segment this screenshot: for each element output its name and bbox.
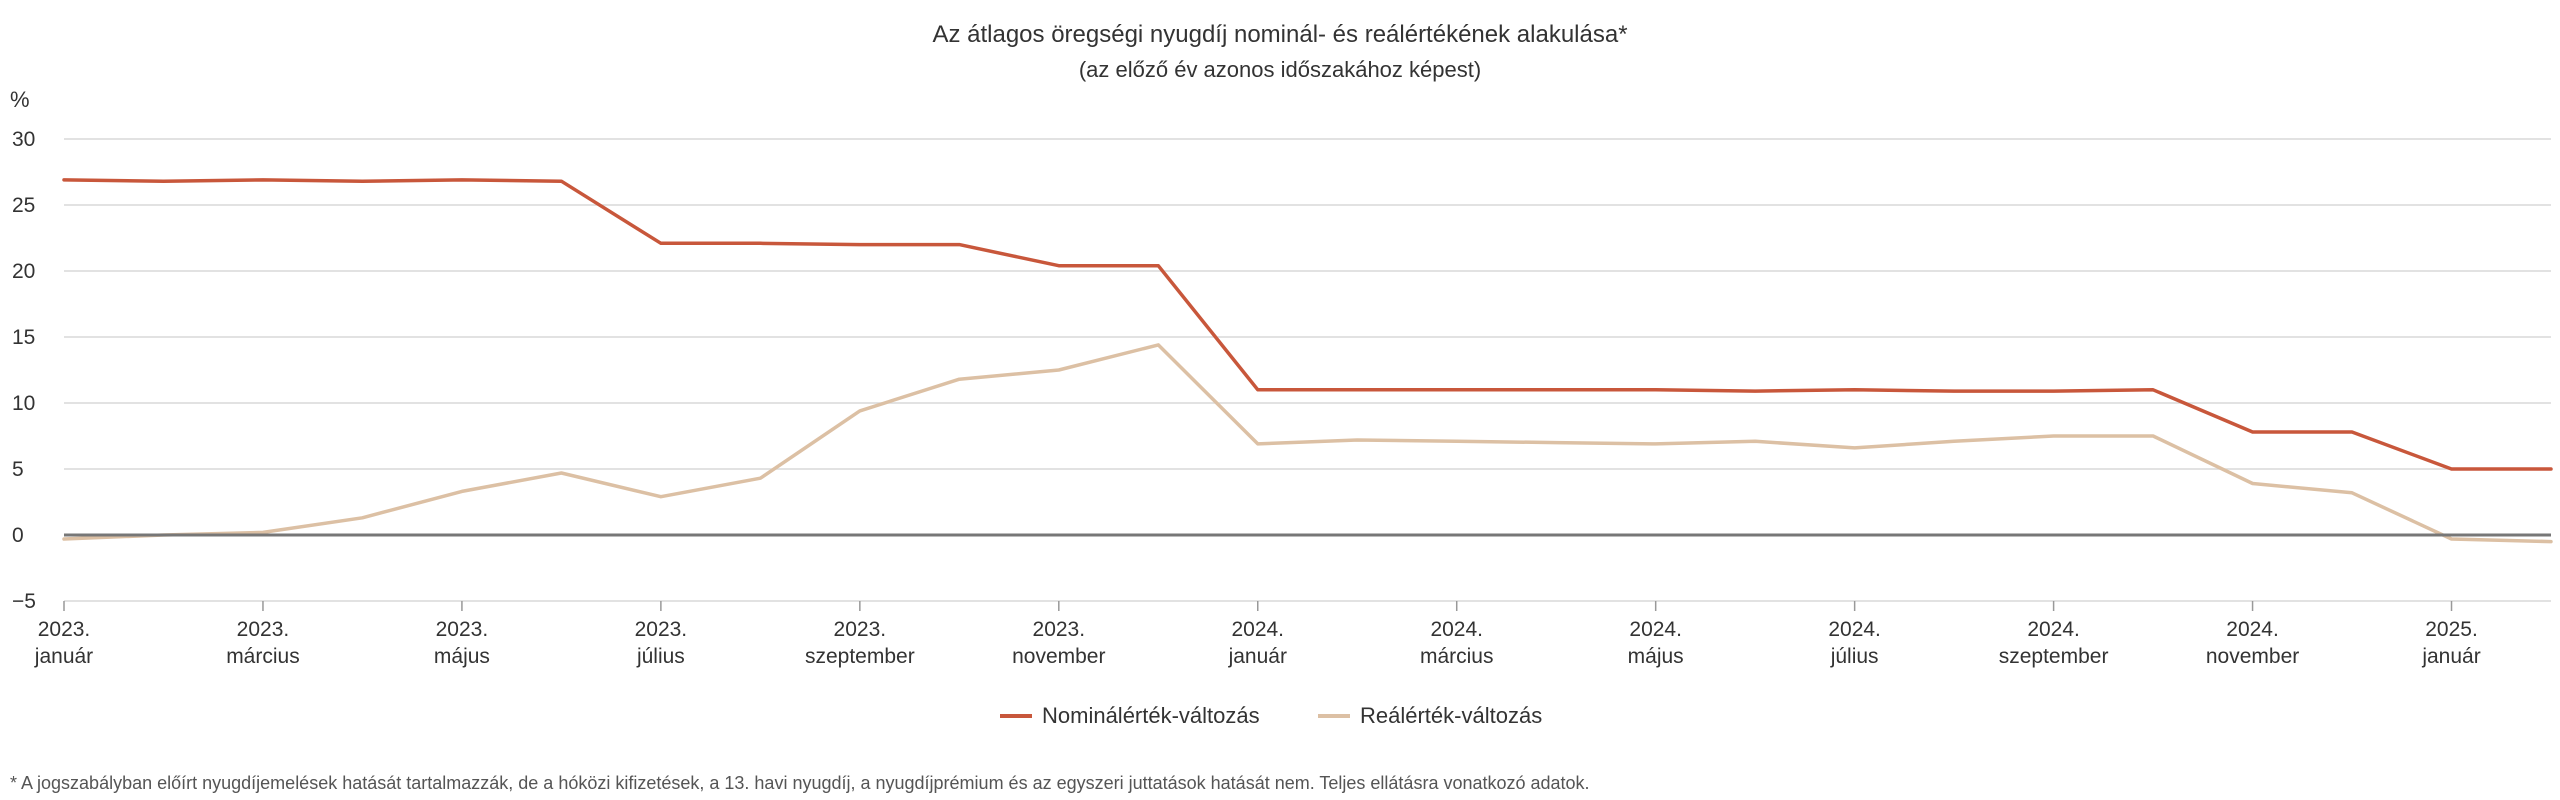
legend: Nominálérték-változás Reálérték-változás	[1000, 703, 1542, 728]
x-tick-month: március	[1420, 645, 1494, 668]
x-tick-label: 2025. január	[2421, 618, 2480, 668]
footnote: * A jogszabályban előírt nyugdíjemelések…	[10, 773, 1590, 793]
x-tick-label: 2024. szeptember	[1999, 618, 2109, 668]
x-tick-label: 2023. május	[434, 618, 490, 668]
x-tick-year: 2024.	[1828, 618, 1881, 641]
y-tick-label: 10	[12, 392, 35, 415]
x-tick-month: március	[226, 645, 300, 668]
y-tick-label: 30	[12, 128, 35, 151]
x-tick-year: 2023.	[436, 618, 489, 641]
x-tick-year: 2023.	[635, 618, 688, 641]
x-tick-label: 2023. március	[226, 618, 300, 668]
x-tick-month: november	[2206, 645, 2299, 668]
y-tick-label: 5	[12, 458, 24, 481]
y-tick-label: −5	[12, 590, 36, 613]
x-tick-label: 2023. szeptember	[805, 618, 915, 668]
x-tick-month: november	[1012, 645, 1105, 668]
x-tick-month: január	[34, 645, 93, 668]
gridlines	[64, 138, 2551, 602]
series-lines	[62, 178, 2553, 544]
x-tick-label: 2024. november	[2206, 618, 2299, 668]
legend-label: Nominálérték-változás	[1042, 703, 1260, 728]
y-tick-label: 0	[12, 524, 24, 547]
x-tick-year: 2023.	[1033, 618, 1086, 641]
x-tick-year: 2023.	[38, 618, 91, 641]
x-tick-year: 2023.	[237, 618, 290, 641]
x-tick-month: július	[636, 645, 685, 668]
series-line-nominal	[62, 178, 2553, 471]
x-axis-ticks: 2023. január 2023. március 2023. május 2023. jú…	[34, 601, 2481, 668]
x-tick-year: 2024.	[1231, 618, 1284, 641]
x-tick-month: január	[2421, 645, 2480, 668]
x-tick-label: 2024. március	[1420, 618, 1494, 668]
chart-subtitle: (az előző év azonos időszakához képest)	[1079, 57, 1481, 82]
x-tick-month: szeptember	[1999, 645, 2109, 668]
chart-title: Az átlagos öregségi nyugdíj nominál- és …	[932, 21, 1627, 48]
x-tick-label: 2023. november	[1012, 618, 1105, 668]
x-tick-month: szeptember	[805, 645, 915, 668]
y-tick-label: 20	[12, 260, 35, 283]
x-tick-label: 2023. január	[34, 618, 93, 668]
x-tick-year: 2024.	[2027, 618, 2080, 641]
y-tick-label: 25	[12, 194, 35, 217]
x-tick-label: 2024. július	[1828, 618, 1881, 668]
x-tick-year: 2025.	[2425, 618, 2478, 641]
x-tick-label: 2024. május	[1628, 618, 1684, 668]
x-tick-month: július	[1830, 645, 1879, 668]
x-tick-label: 2024. január	[1228, 618, 1287, 668]
x-tick-year: 2024.	[1629, 618, 1682, 641]
y-axis-ticks: 30 25 20 15 10 5 0 −5	[12, 128, 36, 613]
x-tick-label: 2023. július	[635, 618, 688, 668]
x-tick-month: január	[1228, 645, 1287, 668]
legend-label: Reálérték-változás	[1360, 703, 1542, 728]
x-tick-month: május	[1628, 645, 1684, 668]
x-tick-month: május	[434, 645, 490, 668]
x-tick-year: 2023.	[834, 618, 887, 641]
series-line-real	[62, 343, 2553, 544]
x-tick-year: 2024.	[1430, 618, 1483, 641]
x-tick-year: 2024.	[2226, 618, 2279, 641]
y-axis-unit-label: %	[10, 87, 30, 112]
y-tick-label: 15	[12, 326, 35, 349]
